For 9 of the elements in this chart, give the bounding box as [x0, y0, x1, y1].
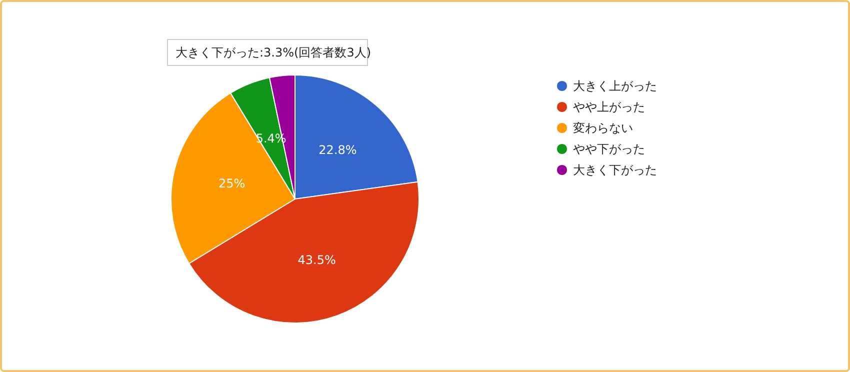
- text: 大きく下がった:3.3%(回答者数3人): [176, 46, 372, 60]
- legend-label: 変わらない: [573, 121, 633, 135]
- data-label: 22.8%: [318, 142, 357, 157]
- data-label: 43.5%: [298, 253, 336, 268]
- data-label: 25%: [218, 176, 246, 191]
- legend-label: 大きく上がった: [573, 79, 657, 93]
- legend-label: やや下がった: [573, 142, 645, 156]
- legend-label: 大きく下がった: [573, 163, 657, 177]
- legend-label: やや上がった: [573, 100, 645, 114]
